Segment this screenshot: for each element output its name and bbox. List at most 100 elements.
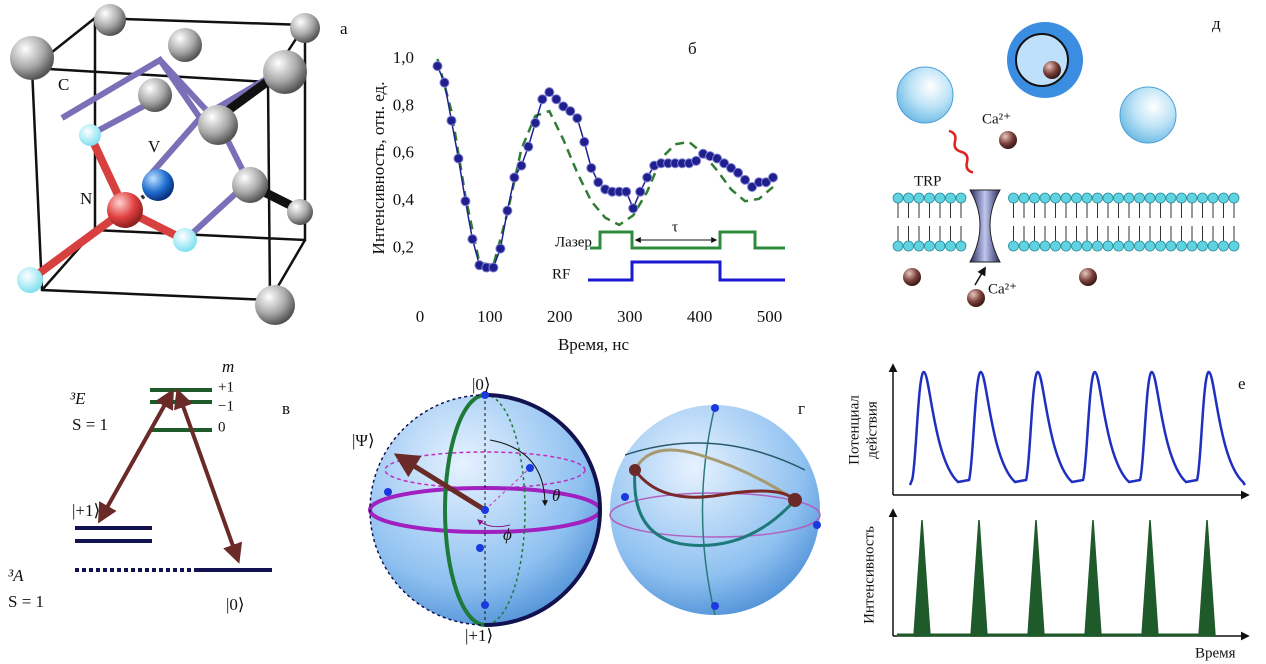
lipid-head <box>1081 192 1093 204</box>
angle-label: ϕ <box>503 525 512 544</box>
lipid-head <box>1176 240 1187 252</box>
lipid-head <box>1207 192 1219 204</box>
lipid-head <box>1123 192 1135 204</box>
lipid-head <box>903 192 914 204</box>
lipid-head <box>1071 192 1082 204</box>
data-point <box>488 262 499 273</box>
lipid-head <box>1102 192 1114 204</box>
x-tick-label: 300 <box>617 307 643 326</box>
axis-label: Интенсивность <box>861 526 877 624</box>
lipid-head <box>1197 240 1208 252</box>
lipid-head <box>1018 240 1030 252</box>
data-point <box>460 196 471 207</box>
data-point <box>628 203 639 214</box>
lipid-head <box>1144 240 1156 252</box>
signals <box>888 363 1250 641</box>
angle-label: θ <box>552 486 560 505</box>
atom-label: N <box>80 189 92 208</box>
lipid-head <box>1144 192 1156 204</box>
intensity-spikes <box>913 519 1216 637</box>
lipid-head <box>924 192 935 204</box>
level-label: m <box>222 357 234 376</box>
lipid-head <box>1039 192 1051 204</box>
panel-label: е <box>1238 374 1246 393</box>
data-point <box>747 181 758 192</box>
lipid-head <box>1218 192 1229 204</box>
lipid-head <box>934 192 946 204</box>
y-tick-label: 0,8 <box>393 95 414 114</box>
lipid-head <box>1071 240 1082 252</box>
data-point <box>586 163 597 173</box>
x-tick-label: 500 <box>757 307 783 326</box>
lipid-head <box>913 192 925 204</box>
level-label: −1 <box>218 398 234 414</box>
lipid-head <box>1029 240 1040 252</box>
lipid-head <box>1155 192 1166 204</box>
lipid-head <box>892 240 904 252</box>
x-tick-label: 400 <box>687 307 713 326</box>
y-tick-label: 0,6 <box>393 143 414 162</box>
panel-label: в <box>282 399 290 418</box>
lipid-head <box>1113 240 1124 252</box>
annotation: τ <box>672 219 678 235</box>
energy-levels <box>75 388 272 572</box>
data-point <box>530 117 541 128</box>
panel-label: г <box>798 399 805 418</box>
lipid-head <box>1134 240 1145 252</box>
annotation: Лазер <box>555 234 592 250</box>
state-label: |0⟩ <box>472 375 491 394</box>
lipid-head <box>1060 240 1072 252</box>
data-point <box>558 101 569 112</box>
x-axis-label: Время, нс <box>558 335 630 354</box>
lipid-head <box>913 240 925 252</box>
data-point <box>733 167 744 178</box>
y-axis-label: Интенсивность, отн. ед. <box>369 82 388 255</box>
data-point <box>740 174 751 185</box>
lipid-head <box>1050 192 1061 204</box>
data-point <box>726 163 737 173</box>
lipid-head <box>1113 192 1124 204</box>
data-point <box>712 153 723 164</box>
x-tick-label: 200 <box>547 307 573 326</box>
panel-label: б <box>688 39 697 58</box>
lipid-head <box>1165 192 1177 204</box>
lipid-head <box>1081 240 1093 252</box>
data-point <box>544 87 555 98</box>
lipid-head <box>934 240 946 252</box>
data-point <box>502 205 513 216</box>
data-point <box>768 172 779 183</box>
bloch-sphere <box>368 391 821 627</box>
lipid-head <box>1165 240 1177 252</box>
data-point <box>467 234 478 245</box>
lipid-head <box>924 240 935 252</box>
lipid-head <box>1218 240 1229 252</box>
lipid-head <box>1123 240 1135 252</box>
data-point <box>642 172 653 183</box>
spin-label: S = 1 <box>72 415 108 434</box>
channel-label: TRP <box>914 173 942 189</box>
lipid-head <box>1102 240 1114 252</box>
y-tick-label: 0,2 <box>393 237 414 256</box>
annotation: RF <box>552 266 570 282</box>
lipid-head <box>892 192 904 204</box>
lattice <box>27 16 307 302</box>
atoms <box>10 4 320 325</box>
axis-label: Время <box>1195 645 1236 661</box>
lipid-head <box>1029 192 1040 204</box>
lipid-head <box>1092 240 1103 252</box>
y-tick-label: 1,0 <box>393 48 414 67</box>
data-point <box>446 115 457 126</box>
lipid-head <box>955 240 967 252</box>
x-tick-label: 0 <box>416 307 425 326</box>
lipid-head <box>945 240 956 252</box>
data-point <box>439 77 450 88</box>
lipid-head <box>1050 240 1061 252</box>
lipid-head <box>1207 240 1219 252</box>
data-point <box>523 141 534 152</box>
axis-label: Потенциал <box>846 395 862 465</box>
term-label: ³E <box>70 389 86 408</box>
data-point <box>635 186 646 197</box>
chart: 0 100 200 300 400 500 0,2 0,4 0,6 0,8 1,0 Время, нс… <box>369 48 782 354</box>
lipid-head <box>1008 192 1019 204</box>
lipid-head <box>903 240 914 252</box>
